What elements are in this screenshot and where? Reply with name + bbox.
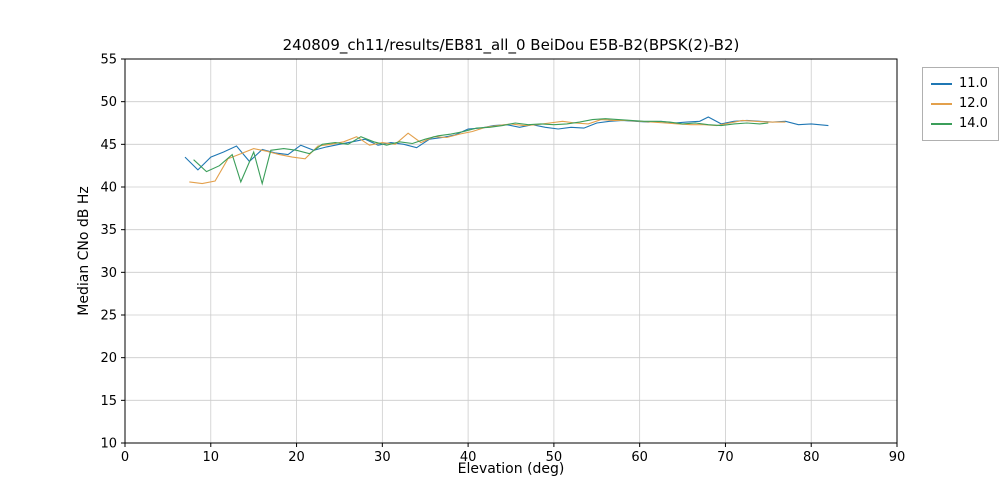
legend-row: 14.0 bbox=[931, 114, 998, 134]
legend-label: 14.0 bbox=[959, 116, 988, 131]
x-tick-label: 40 bbox=[460, 450, 477, 465]
legend-label: 11.0 bbox=[959, 76, 988, 91]
y-tick-label: 35 bbox=[100, 223, 117, 238]
legend-line-sample bbox=[931, 83, 952, 85]
x-tick-label: 60 bbox=[631, 450, 648, 465]
legend: 11.0 12.0 14.0 bbox=[922, 67, 999, 141]
series-line-12.0 bbox=[189, 119, 786, 185]
y-tick-label: 40 bbox=[100, 181, 117, 196]
y-tick-label: 50 bbox=[100, 95, 117, 110]
y-tick-label: 30 bbox=[100, 266, 117, 281]
x-tick-label: 10 bbox=[203, 450, 220, 465]
legend-row: 11.0 bbox=[931, 74, 998, 94]
y-tick-label: 25 bbox=[100, 309, 117, 324]
chart-title: 240809_ch11/results/EB81_all_0 BeiDou E5… bbox=[282, 36, 740, 54]
legend-line-sample bbox=[931, 123, 952, 125]
x-tick-label: 90 bbox=[889, 450, 906, 465]
y-tick-label: 15 bbox=[100, 394, 117, 409]
x-tick-label: 70 bbox=[717, 450, 734, 465]
x-tick-label: 30 bbox=[374, 450, 391, 465]
plot-border bbox=[124, 58, 898, 444]
x-tick-label: 0 bbox=[121, 450, 129, 465]
y-tick-label: 20 bbox=[100, 351, 117, 366]
legend-label: 12.0 bbox=[959, 96, 988, 111]
x-tick-label: 20 bbox=[288, 450, 305, 465]
legend-line-sample bbox=[931, 103, 952, 105]
legend-row: 12.0 bbox=[931, 94, 998, 114]
x-tick-label: 80 bbox=[803, 450, 820, 465]
y-tick-label: 10 bbox=[100, 437, 117, 452]
x-tick-label: 50 bbox=[546, 450, 563, 465]
y-tick-label: 45 bbox=[100, 138, 117, 153]
series-line-14.0 bbox=[193, 118, 769, 186]
x-axis-label: Elevation (deg) bbox=[457, 461, 565, 477]
y-tick-label: 55 bbox=[100, 53, 117, 68]
